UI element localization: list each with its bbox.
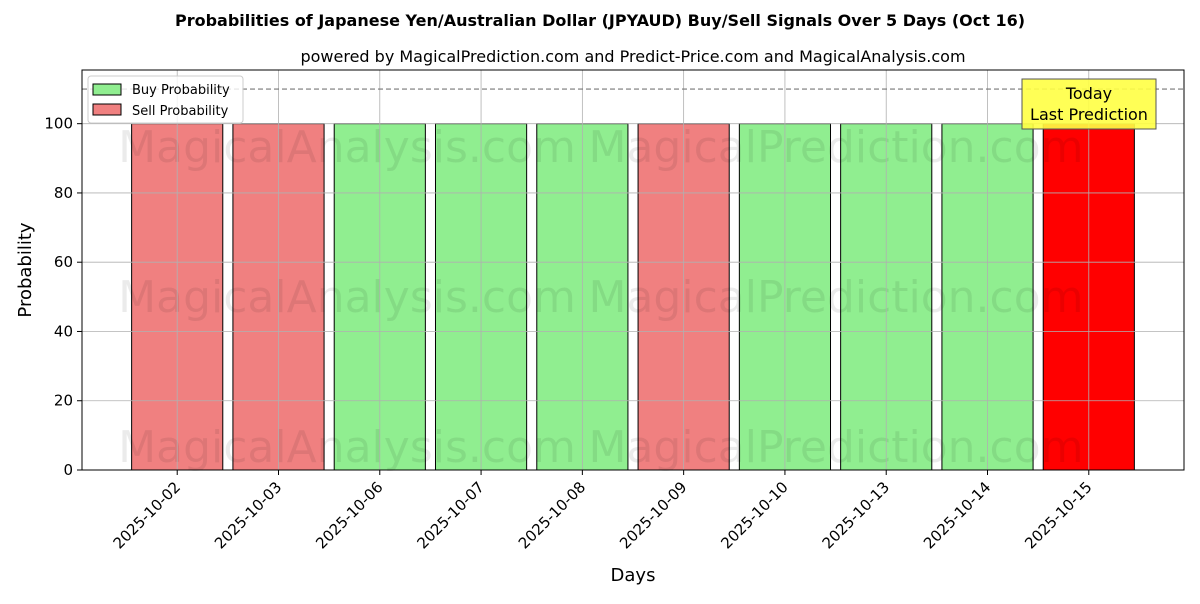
- annotation-line2: Last Prediction: [1030, 105, 1148, 124]
- legend-label-sell: Sell Probability: [132, 104, 229, 119]
- chart-subtitle: powered by MagicalPrediction.com and Pre…: [300, 47, 965, 66]
- y-tick-label: 100: [44, 115, 73, 133]
- today-annotation: Today Last Prediction: [1021, 78, 1157, 130]
- y-tick-label: 20: [54, 392, 73, 410]
- watermark: MagicalPrediction.com: [589, 272, 1084, 323]
- annotation-line1: Today: [1065, 84, 1112, 103]
- watermark: MagicalAnalysis.com: [118, 422, 576, 473]
- x-axis-label: Days: [611, 565, 656, 586]
- x-tick-label: 2025-10-13: [819, 478, 893, 552]
- y-tick-label: 80: [54, 184, 73, 202]
- x-tick-label: 2025-10-08: [515, 478, 589, 552]
- legend: Buy Probability Sell Probability: [87, 75, 244, 124]
- x-tick-label: 2025-10-09: [616, 478, 690, 552]
- legend-swatch-buy: [92, 83, 122, 96]
- y-tick-label: 40: [54, 322, 73, 340]
- x-tick-label: 2025-10-06: [312, 478, 386, 552]
- x-tick-label: 2025-10-02: [110, 478, 184, 552]
- y-tick-label: 0: [63, 461, 73, 479]
- x-tick-label: 2025-10-07: [414, 478, 488, 552]
- watermark: MagicalAnalysis.com: [118, 122, 576, 173]
- legend-swatch-sell: [92, 103, 122, 116]
- x-tick-label: 2025-10-03: [211, 478, 285, 552]
- chart-title: Probabilities of Japanese Yen/Australian…: [175, 11, 1025, 30]
- x-tick-label: 2025-10-14: [920, 478, 994, 552]
- y-axis-label: Probability: [15, 222, 36, 317]
- watermark: MagicalPrediction.com: [589, 422, 1084, 473]
- watermark: MagicalPrediction.com: [589, 122, 1084, 173]
- watermark: MagicalAnalysis.com: [118, 272, 576, 323]
- legend-label-buy: Buy Probability: [132, 83, 230, 98]
- x-tick-label: 2025-10-10: [717, 478, 791, 552]
- x-tick-label: 2025-10-15: [1021, 478, 1095, 552]
- y-tick-label: 60: [54, 253, 73, 271]
- axes-frame: [81, 69, 1185, 471]
